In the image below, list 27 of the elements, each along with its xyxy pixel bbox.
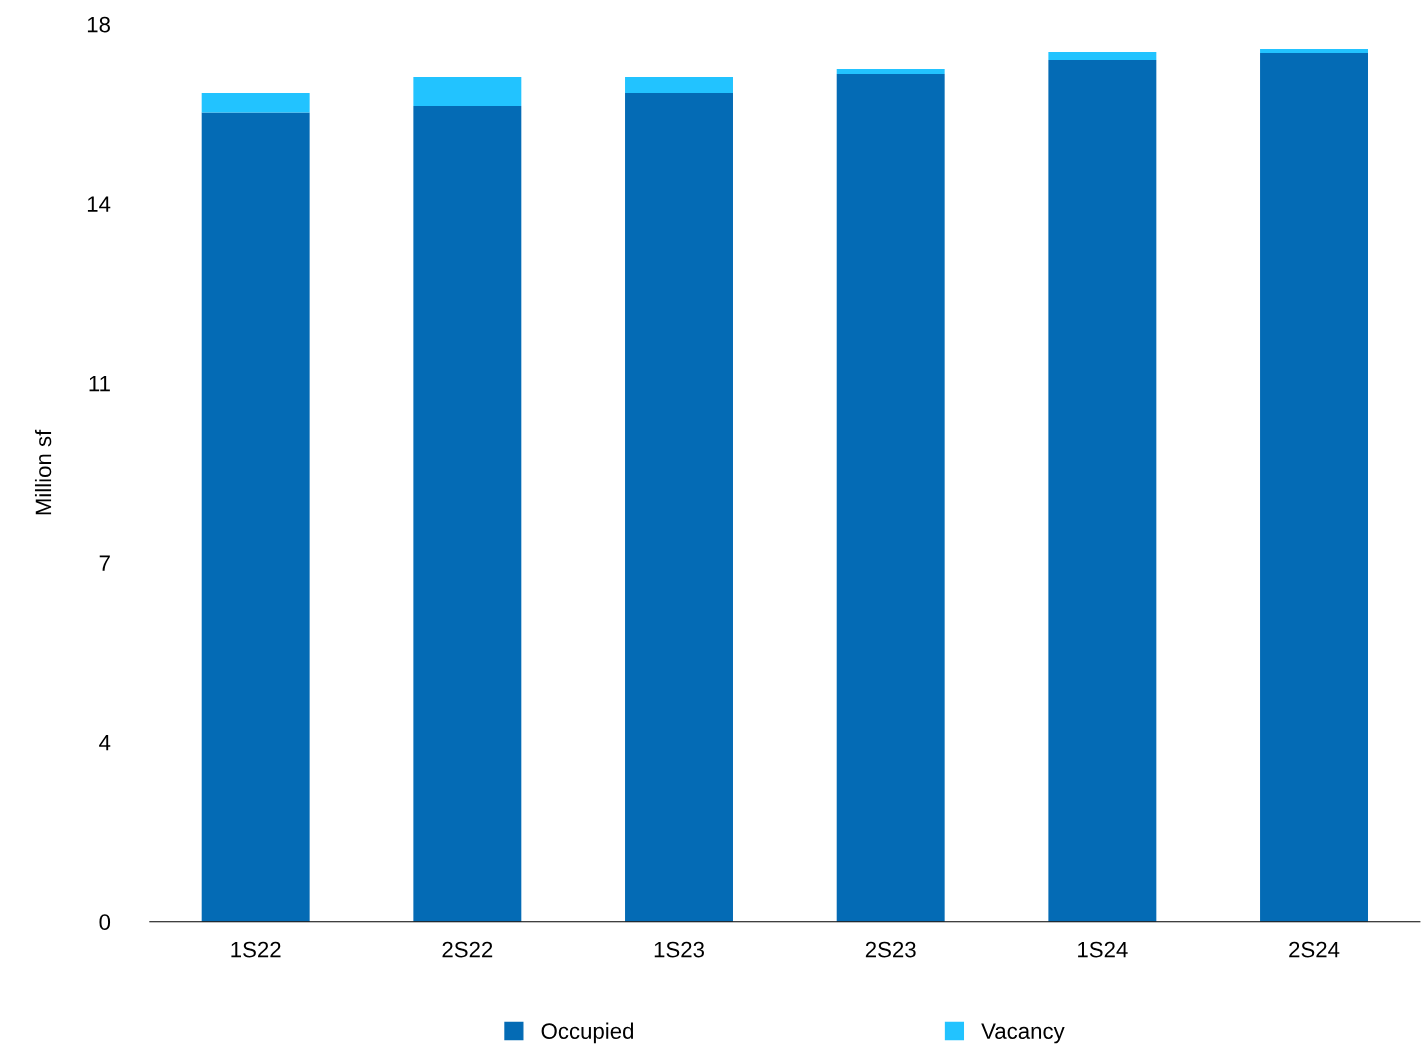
y-tick-label: 18 bbox=[87, 16, 110, 33]
x-tick-label: 2S24 bbox=[1289, 941, 1340, 958]
x-tick-label: 1S24 bbox=[1078, 941, 1128, 958]
x-tick-label: 2S23 bbox=[865, 941, 916, 958]
y-tick-label: 11 bbox=[89, 375, 110, 392]
y-tick-label: 0 bbox=[99, 914, 111, 930]
y-axis-title: Million sf bbox=[34, 429, 52, 515]
bar bbox=[1048, 52, 1157, 61]
x-tick-label: 1S22 bbox=[231, 941, 281, 958]
y-tick-label: 14 bbox=[87, 196, 111, 212]
x-tick-label: 2S22 bbox=[442, 941, 493, 958]
bar bbox=[836, 69, 945, 75]
bar bbox=[413, 105, 522, 922]
bar bbox=[413, 77, 522, 106]
bar bbox=[1260, 49, 1369, 54]
bar bbox=[836, 74, 945, 922]
y-tick-label: 7 bbox=[99, 555, 110, 571]
bar bbox=[1260, 53, 1369, 922]
x-tick-label: 1S23 bbox=[654, 941, 704, 958]
bar bbox=[1048, 60, 1157, 922]
bar bbox=[625, 92, 733, 922]
bar bbox=[625, 77, 733, 93]
legend-label: Vacancy bbox=[981, 1023, 1065, 1044]
bar bbox=[201, 112, 310, 922]
bar bbox=[201, 92, 310, 113]
legend-label: Occupied bbox=[541, 1022, 634, 1044]
y-tick-label: 4 bbox=[99, 734, 111, 751]
